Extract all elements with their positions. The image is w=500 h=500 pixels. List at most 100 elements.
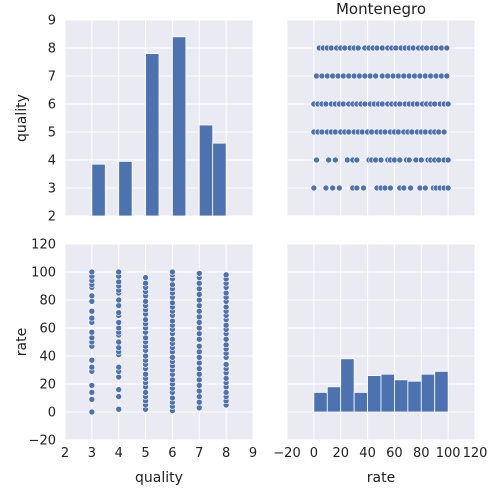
scatter-point [116, 387, 122, 393]
y-tick-label: 2 [48, 210, 56, 225]
scatter-point [116, 374, 122, 380]
scatter-point [196, 405, 202, 411]
y-tick-label: 80 [39, 294, 56, 309]
scatter-point [196, 280, 202, 286]
x-tick-label: 3 [88, 446, 96, 461]
x-tick-label: 7 [195, 446, 203, 461]
y-axis-label: rate [14, 328, 30, 356]
scatter-point [444, 45, 450, 51]
scatter-point [355, 45, 361, 51]
scatter-point [406, 157, 412, 163]
y-tick-label: 60 [39, 322, 56, 337]
scatter-point [169, 300, 175, 306]
scatter-point [422, 185, 428, 191]
x-tick-label: 2 [61, 446, 69, 461]
y-tick-label: 3 [48, 182, 56, 197]
y-tick-label: 20 [39, 378, 56, 393]
scatter-point [143, 275, 149, 281]
scatter-point [223, 304, 229, 310]
scatter-point [116, 394, 122, 400]
scatter-point [169, 269, 175, 275]
scatter-point [196, 399, 202, 405]
scatter-point [332, 157, 338, 163]
scatter-point [196, 286, 202, 292]
scatter-point [323, 185, 329, 191]
scatter-point [223, 389, 229, 395]
histogram-bar [146, 54, 159, 216]
scatter-point [223, 322, 229, 328]
scatter-point [314, 157, 320, 163]
scatter-point [116, 303, 122, 309]
histogram-bar [394, 380, 407, 412]
scatter-point [169, 318, 175, 324]
scatter-point [89, 357, 95, 363]
scatter-point [143, 298, 149, 304]
scatter-point [89, 396, 95, 402]
scatter-point [445, 185, 451, 191]
panel-quality_vs_quality: 2 3 4 5 6 7 8 9 quality [14, 14, 253, 225]
scatter-point [143, 335, 149, 341]
scatter-point [223, 375, 229, 381]
x-tick-label: 100 [436, 446, 461, 461]
x-tick-label: 0 [310, 446, 318, 461]
y-tick-label: −20 [29, 434, 56, 449]
x-tick-label: −20 [273, 446, 300, 461]
scatter-point [169, 336, 175, 342]
scatter-point [196, 343, 202, 349]
scatter-point [196, 360, 202, 366]
scatter-point [196, 382, 202, 388]
x-tick-label: 20 [332, 446, 349, 461]
scatter-point [196, 349, 202, 355]
scatter-point [223, 336, 229, 342]
scatter-point [373, 73, 379, 79]
scatter-point [89, 293, 95, 299]
scatter-point [445, 101, 451, 107]
scatter-point [89, 329, 95, 335]
y-tick-label: 7 [48, 70, 56, 85]
scatter-point [387, 185, 393, 191]
scatter-point [401, 185, 407, 191]
scatter-point [196, 303, 202, 309]
x-tick-label: 9 [249, 446, 257, 461]
scatter-point [143, 389, 149, 395]
histogram-bar [368, 376, 381, 412]
scatter-point [116, 364, 122, 370]
scatter-point [143, 371, 149, 377]
panel-rate_vs_rate: −20 0 20 40 60 80 100 120rate [273, 244, 487, 486]
scatter-point [116, 319, 122, 325]
scatter-point [397, 157, 403, 163]
scatter-point [89, 315, 95, 321]
panel-rate_vs_quality: Montenegro [287, 0, 475, 216]
y-tick-label: 0 [48, 406, 56, 421]
scatter-point [196, 314, 202, 320]
scatter-point [169, 377, 175, 383]
scatter-point [116, 339, 122, 345]
histogram-bar [199, 125, 212, 216]
scatter-point [378, 157, 384, 163]
scatter-point [354, 185, 360, 191]
histogram-bar [213, 143, 226, 216]
scatter-point [89, 269, 95, 275]
y-axis-label: quality [14, 94, 30, 142]
histogram-bar [327, 387, 340, 412]
scatter-point [116, 406, 122, 412]
x-axis-label: quality [135, 470, 183, 486]
y-tick-label: 4 [48, 154, 56, 169]
scatter-point [196, 371, 202, 377]
scatter-point [89, 364, 95, 370]
histogram-bar [381, 374, 394, 412]
panel-quality_vs_rate: 2 3 4 5 6 7 8 9−20020406080100120qualityrate [14, 238, 257, 487]
scatter-point [223, 272, 229, 278]
scatter-point [143, 353, 149, 359]
x-tick-label: 120 [463, 446, 488, 461]
histogram-bar [172, 37, 185, 216]
x-tick-label: 80 [413, 446, 430, 461]
scatter-point [89, 389, 95, 395]
histogram-bar [354, 392, 367, 412]
histogram-bar [92, 164, 105, 216]
scatter-point [441, 129, 447, 135]
scatter-point [196, 336, 202, 342]
histogram-bar [435, 371, 448, 412]
scatter-point [196, 366, 202, 372]
